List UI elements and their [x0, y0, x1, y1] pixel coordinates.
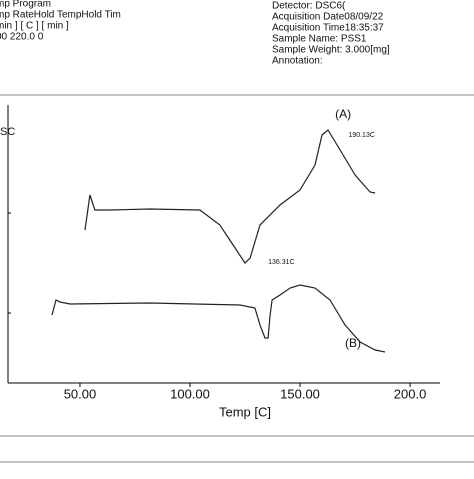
x-tick-label: 150.00	[280, 386, 320, 401]
data-line	[51, 284, 386, 353]
header-text: Sample Weight: 3.000[mg]	[272, 45, 390, 56]
x-tick-label: 100.00	[170, 386, 210, 401]
header-text: mp Program	[0, 0, 51, 10]
header-text: 00 220.0 0	[0, 32, 44, 43]
header-text: min ] [ C ] [ min ]	[0, 21, 69, 32]
annotation: 136.31C	[268, 259, 294, 266]
header-text: Annotation:	[272, 56, 323, 67]
header-text: Detector: DSC6(	[272, 1, 346, 12]
x-label: Temp [C]	[219, 404, 271, 419]
header-text: Acquisition Time18:35:37	[272, 23, 384, 34]
series-label: (B)	[345, 336, 361, 350]
header-text: Sample Name: PSS1	[272, 34, 367, 45]
annotation: 190.13C	[348, 132, 374, 139]
data-line	[84, 129, 376, 264]
header-text: Acquisition Date08/09/22	[272, 12, 384, 23]
series-label: (A)	[335, 107, 351, 121]
y-label: DSC	[0, 126, 15, 138]
x-tick-label: 200.0	[394, 386, 427, 401]
x-tick-label: 50.00	[64, 386, 97, 401]
header-text: mp RateHold TempHold Tim	[0, 10, 121, 21]
